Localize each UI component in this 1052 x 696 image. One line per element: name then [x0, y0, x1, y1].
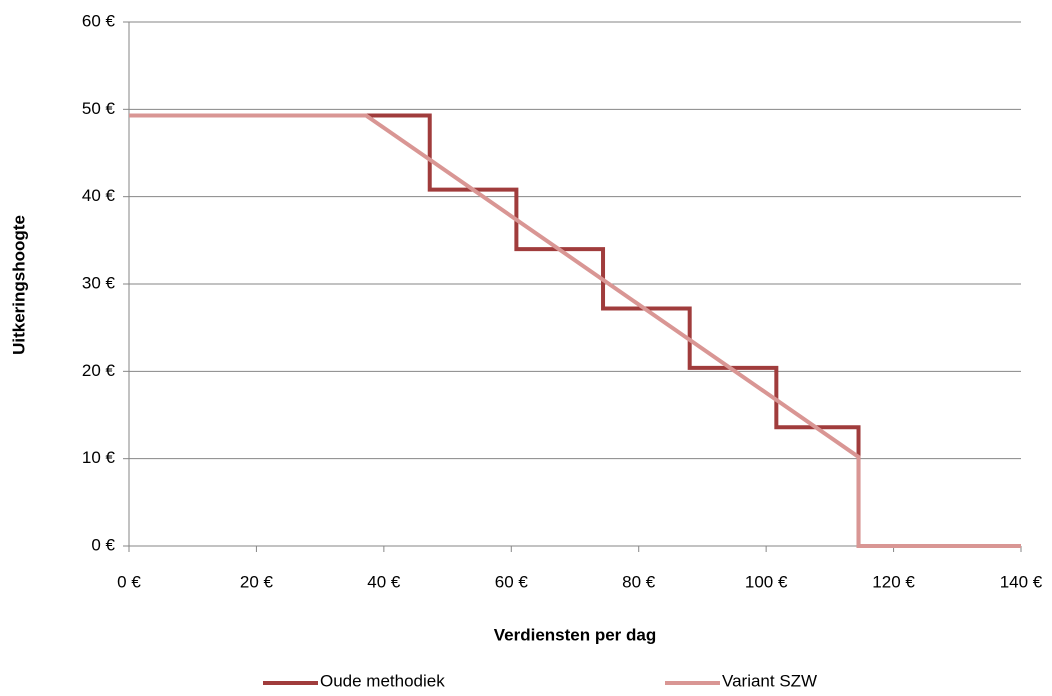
x-tick-label: 100 € [745, 572, 788, 591]
x-tick-label: 120 € [872, 572, 915, 591]
x-axis-title: Verdiensten per dag [494, 625, 657, 644]
x-tick-label: 20 € [240, 572, 274, 591]
x-tick-label: 140 € [1000, 572, 1043, 591]
y-tick-label: 40 € [82, 186, 116, 205]
x-tick-label: 60 € [495, 572, 529, 591]
y-axis-title: Uitkeringshoogte [9, 215, 28, 355]
y-tick-label: 30 € [82, 273, 116, 292]
y-tick-label: 10 € [82, 448, 116, 467]
y-tick-label: 20 € [82, 361, 116, 380]
x-tick-label: 40 € [367, 572, 401, 591]
x-tick-label: 0 € [117, 572, 141, 591]
y-tick-label: 60 € [82, 11, 116, 30]
legend-label: Oude methodiek [320, 671, 445, 690]
legend-label: Variant SZW [722, 671, 817, 690]
series-line [129, 113, 1021, 548]
x-tick-label: 80 € [622, 572, 656, 591]
y-tick-label: 50 € [82, 99, 116, 118]
y-tick-label: 0 € [91, 535, 115, 554]
series-line [129, 113, 1021, 548]
